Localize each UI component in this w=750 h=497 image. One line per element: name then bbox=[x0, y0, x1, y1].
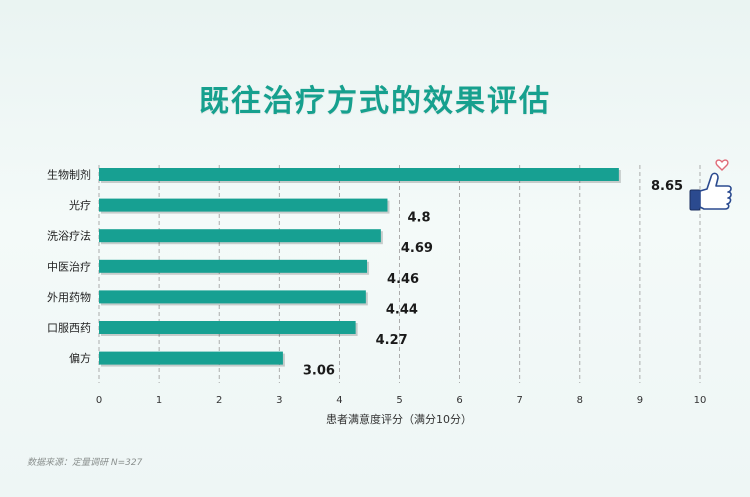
x-tick-label: 6 bbox=[456, 395, 462, 406]
bar bbox=[99, 259, 368, 273]
bar bbox=[99, 351, 283, 365]
heart-icon bbox=[715, 159, 729, 171]
value-label: 3.06 bbox=[303, 364, 335, 379]
bar bbox=[99, 321, 356, 334]
category-label: 洗浴疗法 bbox=[47, 229, 91, 243]
source-note: 数据来源：定量调研 N=327 bbox=[27, 458, 143, 468]
value-label: 8.65 bbox=[651, 179, 683, 194]
x-tick-label: 3 bbox=[276, 395, 282, 406]
value-label: 4.46 bbox=[387, 272, 419, 287]
value-label: 4.44 bbox=[386, 302, 418, 317]
bar bbox=[99, 290, 366, 304]
value-label: 4.27 bbox=[376, 333, 408, 348]
value-label: 4.69 bbox=[401, 241, 433, 256]
x-tick-label: 10 bbox=[694, 395, 707, 406]
bar bbox=[99, 229, 381, 243]
bar bbox=[99, 198, 388, 212]
x-tick-label: 7 bbox=[517, 395, 523, 406]
x-tick-label: 2 bbox=[216, 395, 222, 406]
category-label: 外用药物 bbox=[47, 290, 91, 304]
bars bbox=[99, 168, 621, 367]
bar bbox=[99, 168, 619, 181]
category-label: 光疗 bbox=[69, 198, 91, 212]
x-tick-label: 4 bbox=[336, 395, 342, 406]
category-label: 口服西药 bbox=[47, 322, 91, 335]
category-label: 生物制剂 bbox=[47, 168, 91, 182]
category-label: 偏方 bbox=[69, 351, 91, 365]
value-labels: 8.65 4.8 4.69 4.46 4.44 4.27 3.06 bbox=[303, 179, 683, 379]
x-tick-label: 1 bbox=[156, 395, 162, 406]
x-tick-label: 5 bbox=[396, 395, 402, 406]
category-label: 中医治疗 bbox=[47, 259, 91, 273]
value-label: 4.8 bbox=[407, 211, 430, 226]
chart-title: 既往治疗方式的效果评估 bbox=[199, 84, 551, 119]
x-tick-label: 0 bbox=[96, 395, 102, 406]
thumbs-up-icon bbox=[689, 159, 732, 211]
x-tick-labels: 0 1 2 3 4 5 6 7 8 9 10 bbox=[96, 395, 707, 406]
x-axis-label: 患者满意度评分（满分10分） bbox=[326, 412, 472, 426]
x-tick-label: 8 bbox=[577, 395, 583, 406]
x-tick-label: 9 bbox=[637, 395, 643, 406]
